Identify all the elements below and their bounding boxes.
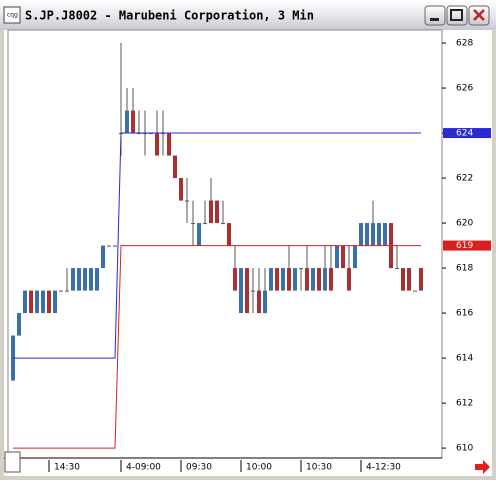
candle-body [359, 223, 363, 246]
last-value-label: 619 [456, 241, 473, 251]
candle-body [407, 268, 411, 291]
candle-body [77, 268, 81, 291]
minimize-glyph [430, 18, 439, 21]
x-tick-label: 10:00 [246, 463, 272, 473]
candle-body [329, 268, 333, 291]
x-tick-label: 4-09:00 [126, 463, 161, 473]
plot-frame [7, 29, 443, 459]
candle-body [401, 268, 405, 291]
close-button[interactable] [468, 5, 490, 26]
candle-body [65, 290, 69, 292]
candle-body [395, 268, 399, 270]
candle-body [83, 268, 87, 291]
maximize-glyph [450, 9, 463, 21]
candle-body [179, 178, 183, 201]
candle-body [311, 268, 315, 291]
candle-body [101, 245, 105, 269]
x-tick-label: 4-12:30 [366, 463, 401, 473]
candle-body [209, 200, 213, 224]
candle-body [353, 245, 357, 269]
candle-body [113, 245, 117, 247]
title-bar [0, 0, 496, 30]
candle-body [23, 290, 27, 314]
window-title: S.JP.J8002 - Marubeni Corporation, 3 Min [25, 9, 314, 23]
y-tick-label: 616 [456, 309, 473, 319]
candle-body [299, 268, 303, 270]
candle-body [185, 200, 189, 202]
candle-body [293, 268, 297, 291]
plot: 610 612 614 616 618 620 622 624 626 628 14:30 4-09:… [11, 39, 491, 473]
y-tick-label: 628 [456, 39, 473, 49]
y-tick-label: 622 [456, 174, 473, 184]
candle-body [335, 245, 339, 269]
candle-body [197, 223, 201, 246]
maximize-button[interactable] [446, 5, 468, 26]
minimize-button[interactable] [424, 5, 446, 26]
y-tick-label: 620 [456, 219, 473, 229]
candle-body [263, 290, 267, 314]
candle-body [203, 223, 207, 225]
x-tick-label: 14:30 [54, 463, 80, 473]
minimize-button-bg[interactable] [424, 5, 446, 26]
candle-body [239, 268, 243, 314]
x-tick-label: 10:30 [306, 463, 332, 473]
scroll-arrow[interactable] [475, 460, 490, 474]
y-tick-label: 618 [456, 264, 473, 274]
candle-body [413, 290, 417, 292]
candle-body [383, 223, 387, 246]
candle-body [53, 290, 57, 314]
candle-body [41, 290, 45, 314]
candle-body [323, 268, 327, 291]
app-icon-glyph: cqg [7, 12, 18, 19]
candle-body [173, 155, 177, 179]
candle-body [281, 268, 285, 291]
candle-body [377, 223, 381, 246]
candle-body [221, 223, 225, 225]
candle-body [365, 223, 369, 246]
candle-body [89, 268, 93, 291]
candle-body [251, 290, 255, 292]
candle-body [341, 245, 345, 269]
last-value-tag [443, 240, 491, 251]
close-glyph [473, 9, 485, 21]
candle-body [269, 268, 273, 291]
candle-body [125, 110, 129, 134]
candle-body [287, 268, 291, 291]
candle-body [371, 223, 375, 246]
candle-body [347, 268, 351, 291]
candle-body [107, 245, 111, 247]
app-icon [3, 6, 21, 24]
candle-body [71, 268, 75, 291]
candle-body [167, 133, 171, 156]
candle-body [317, 268, 321, 291]
candle-body [419, 268, 423, 291]
y-tick-label: 626 [456, 84, 473, 94]
candle-body [305, 268, 309, 291]
candle-body [59, 290, 63, 292]
y-tick-label: 612 [456, 399, 473, 409]
candle-body [47, 290, 51, 314]
candle-body [245, 268, 249, 314]
candle-body [191, 223, 195, 225]
candle-body [215, 200, 219, 224]
x-tick-label: 09:30 [186, 463, 212, 473]
candle-body [131, 110, 135, 134]
candle-body [35, 290, 39, 314]
candle-body [95, 268, 99, 291]
candle-body [155, 133, 159, 156]
candle-body [257, 290, 261, 314]
candle-body [233, 268, 237, 291]
candle-body [17, 313, 21, 336]
last-value-tag [443, 128, 491, 139]
indicator-line [13, 245, 421, 449]
corner-box[interactable] [4, 451, 21, 473]
y-tick-label: 610 [456, 444, 473, 454]
y-tick-label: 614 [456, 354, 473, 364]
candle-body [275, 268, 279, 291]
candle-body [227, 223, 231, 246]
indicator-line [13, 132, 421, 359]
last-value-label: 624 [456, 129, 473, 139]
candle-body [29, 290, 33, 314]
